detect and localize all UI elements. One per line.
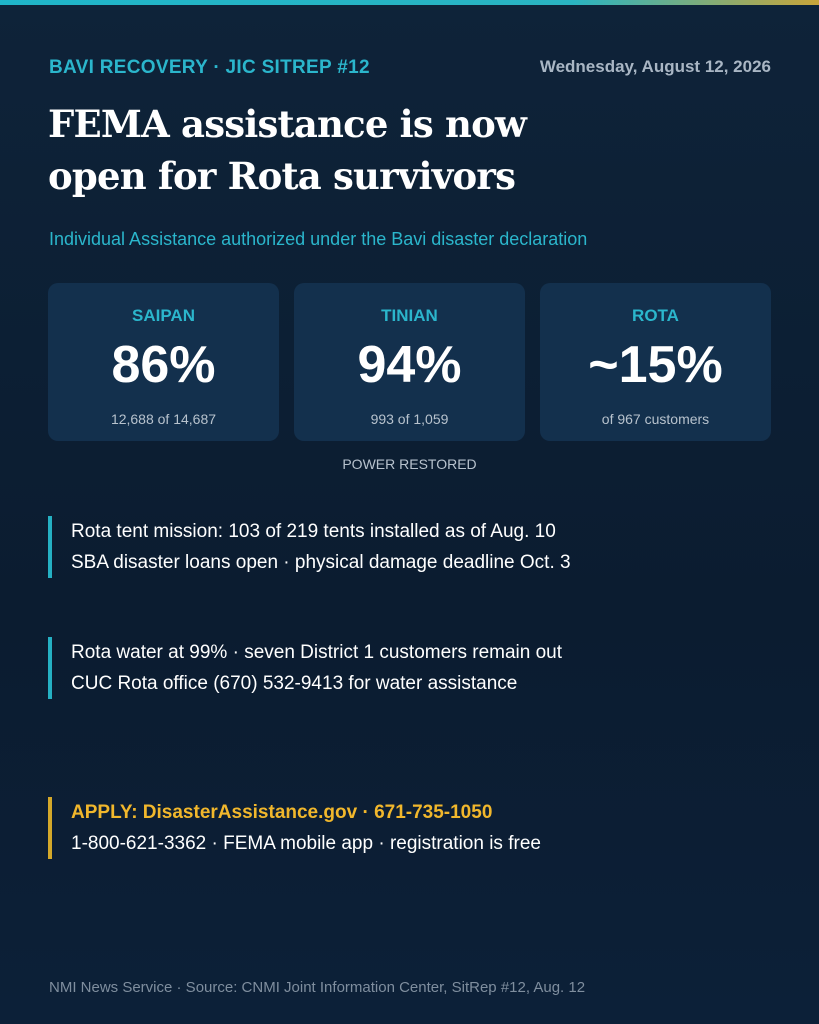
note-block: Rota water at 99% · seven District 1 cus… xyxy=(48,637,562,699)
stat-card: ROTA ~15% of 967 customers xyxy=(540,283,771,441)
footer: NMI News Service · Source: CNMI Joint In… xyxy=(49,979,586,996)
note-block: Rota tent mission: 103 of 219 tents inst… xyxy=(48,516,571,578)
card-value: 94% xyxy=(357,336,462,394)
card-value: ~15% xyxy=(588,336,723,394)
apply-headline: APPLY: DisasterAssistance.gov · 671-735-… xyxy=(71,802,493,823)
card-detail: 12,688 of 14,687 xyxy=(110,411,217,427)
date: Wednesday, August 12, 2026 xyxy=(539,57,771,76)
kicker: BAVI RECOVERY · JIC SITREP #12 xyxy=(49,57,370,78)
stat-card: SAIPAN 86% 12,688 of 14,687 xyxy=(48,283,279,441)
apply-block: APPLY: DisasterAssistance.gov · 671-735-… xyxy=(48,797,541,859)
card-label: SAIPAN xyxy=(132,306,195,325)
card-label: ROTA xyxy=(632,306,679,325)
stat-card: TINIAN 94% 993 of 1,059 xyxy=(294,283,525,441)
title: open for Rota survivors xyxy=(48,154,516,198)
note-line: SBA disaster loans open · physical damag… xyxy=(71,552,571,573)
note-line: CUC Rota office (670) 532-9413 for water… xyxy=(71,673,518,694)
title: FEMA assistance is now xyxy=(48,102,527,146)
card-detail: 993 of 1,059 xyxy=(370,411,449,427)
top-bar xyxy=(0,0,819,5)
note-line: Rota tent mission: 103 of 219 tents inst… xyxy=(71,521,556,542)
card-value: 86% xyxy=(111,336,216,394)
subtitle: Individual Assistance authorized under t… xyxy=(49,229,588,249)
card-label: TINIAN xyxy=(381,306,438,325)
apply-detail: 1-800-621-3362 · FEMA mobile app · regis… xyxy=(71,833,541,854)
cards-caption: POWER RESTORED xyxy=(342,456,477,472)
note-line: Rota water at 99% · seven District 1 cus… xyxy=(71,642,563,663)
card-detail: of 967 customers xyxy=(601,411,710,427)
